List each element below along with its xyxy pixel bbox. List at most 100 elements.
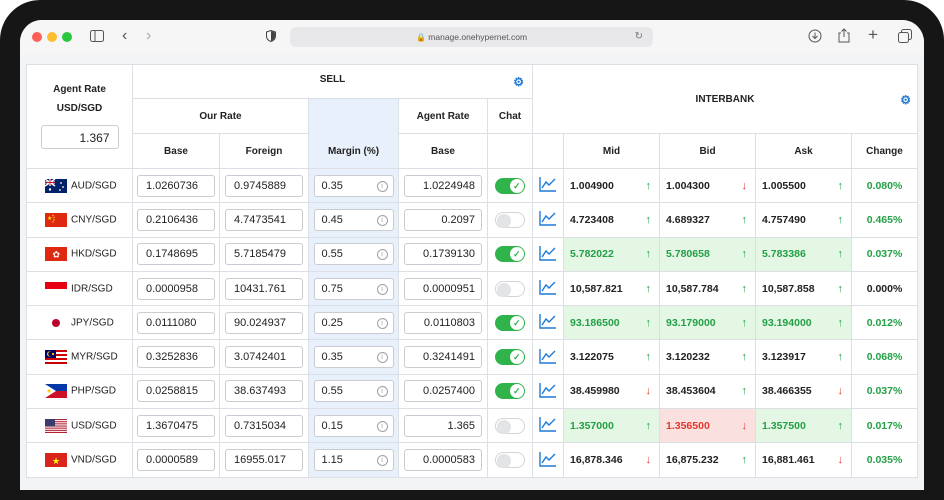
margin-input[interactable]: 0.25 i <box>313 311 394 334</box>
agent-base-input[interactable]: 0.3241491 <box>404 346 482 369</box>
agent-base-input[interactable]: 0.0000951 <box>404 277 482 300</box>
margin-input[interactable]: 0.45 i <box>313 208 394 231</box>
base-rate-input[interactable]: 0.0000589 <box>137 449 215 472</box>
chart-header-spacer <box>532 133 564 169</box>
info-icon[interactable]: i <box>376 386 388 398</box>
foreign-rate-input[interactable]: 4.7473541 <box>225 208 303 231</box>
mid-cell: 5.782022 ↑ <box>563 236 660 272</box>
chat-toggle[interactable] <box>495 383 525 400</box>
close-window-button[interactable] <box>32 32 42 42</box>
forward-icon[interactable]: › <box>146 27 152 44</box>
ask-cell: 38.466355 ↓ <box>755 373 852 410</box>
base-rate-input[interactable]: 1.0260736 <box>137 174 215 197</box>
agent-base-input[interactable]: 0.2097 <box>404 208 482 231</box>
foreign-rate-input[interactable]: 5.7185479 <box>225 243 303 266</box>
agent-rate-input[interactable]: 1.367 <box>40 125 119 149</box>
flag-icon: ★ <box>45 453 67 468</box>
foreign-rate-input[interactable]: 16955.017 <box>225 449 303 472</box>
info-icon[interactable]: i <box>376 283 388 295</box>
mid-cell: 93.186500 ↑ <box>563 305 660 341</box>
shield-icon[interactable] <box>266 29 276 44</box>
info-icon[interactable]: i <box>376 180 388 192</box>
line-chart-icon[interactable] <box>539 348 557 367</box>
base-rate-input[interactable]: 0.0258815 <box>137 380 215 403</box>
chat-toggle[interactable] <box>495 177 525 194</box>
mid-cell: 38.459980 ↓ <box>563 373 660 410</box>
base-rate-input[interactable]: 0.1748695 <box>137 243 215 266</box>
line-chart-icon[interactable] <box>539 177 557 195</box>
share-icon[interactable] <box>838 28 850 45</box>
reload-icon[interactable]: ↻ <box>634 31 643 42</box>
chat-toggle[interactable] <box>495 280 525 297</box>
agent-base-input[interactable]: 0.0110803 <box>404 311 482 334</box>
currency-pair-label: USD/SGD <box>71 420 117 432</box>
agent-base-input[interactable]: 0.1739130 <box>404 243 482 266</box>
agent-base-input[interactable]: 1.0224948 <box>404 174 482 197</box>
foreign-rate-input[interactable]: 0.9745889 <box>225 174 303 197</box>
ask-value: 38.466355 <box>762 385 812 398</box>
line-chart-icon[interactable] <box>539 245 557 264</box>
margin-input[interactable]: 0.55 i <box>313 243 394 266</box>
new-tab-icon[interactable]: + <box>868 25 878 44</box>
line-chart-icon[interactable] <box>539 280 557 298</box>
agent-base-input[interactable]: 0.0000583 <box>404 449 482 472</box>
arrow-down-icon: ↓ <box>741 179 748 192</box>
sell-settings-gear-icon[interactable]: ⚙ <box>513 75 524 89</box>
currency-pair-cell: IDR/SGD <box>26 270 133 307</box>
line-chart-icon[interactable] <box>539 314 557 332</box>
chat-toggle[interactable] <box>495 211 525 228</box>
info-icon[interactable]: i <box>376 352 388 364</box>
change-value: 0.068% <box>851 339 918 375</box>
table-row: AUD/SGD 1.0260736 0.9745889 0.35 i 1.0224… <box>26 167 918 204</box>
foreign-rate-input[interactable]: 38.637493 <box>225 380 303 403</box>
margin-input[interactable]: 0.35 i <box>313 346 394 369</box>
info-icon[interactable]: i <box>376 420 388 432</box>
url-text: manage.onehypernet.com <box>428 32 528 42</box>
arrow-up-icon: ↑ <box>837 248 844 261</box>
bid-cell: 3.120232 ↑ <box>659 339 756 375</box>
sidebar-icon[interactable] <box>90 30 104 44</box>
table-row: PHP/SGD 0.0258815 38.637493 0.55 i 0.0257… <box>26 373 918 410</box>
agent-base-cell: 0.2097 <box>398 202 488 238</box>
arrow-up-icon: ↑ <box>645 282 652 295</box>
info-icon[interactable]: i <box>376 214 388 226</box>
line-chart-icon[interactable] <box>539 382 557 401</box>
minimize-window-button[interactable] <box>47 32 57 42</box>
foreign-rate-input[interactable]: 10431.761 <box>225 277 303 300</box>
margin-input[interactable]: 0.15 i <box>313 414 394 437</box>
agent-base-input[interactable]: 0.0257400 <box>404 380 482 403</box>
chat-toggle[interactable] <box>495 246 525 263</box>
margin-input[interactable]: 0.75 i <box>313 277 394 300</box>
chat-toggle[interactable] <box>495 314 525 331</box>
table-row: ✿ HKD/SGD 0.1748695 5.7185479 0.55 i 0.173… <box>26 236 918 272</box>
address-bar[interactable]: 🔒 manage.onehypernet.com ↻ <box>290 27 653 47</box>
base-rate-input[interactable]: 1.3670475 <box>137 414 215 437</box>
margin-input[interactable]: 1.15 i <box>313 449 394 472</box>
foreign-rate-input[interactable]: 3.0742401 <box>225 346 303 369</box>
chat-toggle[interactable] <box>495 452 525 469</box>
margin-input[interactable]: 0.55 i <box>313 380 394 403</box>
margin-input[interactable]: 0.35 i <box>313 174 394 197</box>
tabs-overview-icon[interactable] <box>898 29 912 45</box>
maximize-window-button[interactable] <box>62 32 72 42</box>
base-rate-input[interactable]: 0.3252836 <box>137 346 215 369</box>
info-icon[interactable]: i <box>376 317 388 329</box>
info-icon[interactable]: i <box>376 249 388 261</box>
interbank-settings-gear-icon[interactable]: ⚙ <box>900 93 911 107</box>
chat-toggle[interactable] <box>495 417 525 434</box>
base-rate-input[interactable]: 0.0111080 <box>137 311 215 334</box>
back-icon[interactable]: ‹ <box>122 27 128 44</box>
foreign-rate-input[interactable]: 90.024937 <box>225 311 303 334</box>
foreign-rate-input[interactable]: 0.7315034 <box>225 414 303 437</box>
foreign-cell: 4.7473541 <box>219 202 309 238</box>
line-chart-icon[interactable] <box>539 417 557 435</box>
agent-base-input[interactable]: 1.365 <box>404 414 482 437</box>
line-chart-icon[interactable] <box>539 451 557 470</box>
download-icon[interactable] <box>808 29 822 45</box>
ask-value: 1.357500 <box>762 419 806 432</box>
base-rate-input[interactable]: 0.2106436 <box>137 208 215 231</box>
chat-toggle[interactable] <box>495 349 525 366</box>
info-icon[interactable]: i <box>376 455 388 467</box>
base-rate-input[interactable]: 0.0000958 <box>137 277 215 300</box>
line-chart-icon[interactable] <box>539 211 557 229</box>
